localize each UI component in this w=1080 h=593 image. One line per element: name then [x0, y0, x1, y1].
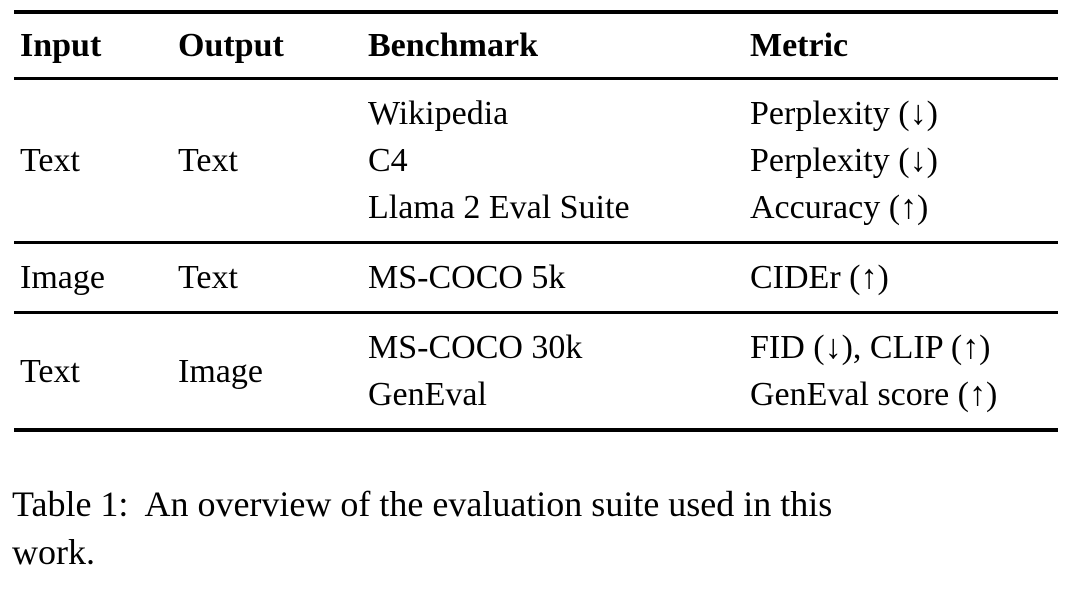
cell-input: Text — [14, 78, 172, 244]
cell-metric: FID (↓), CLIP (↑) GenEval score (↑) — [744, 312, 1058, 432]
caption-line-2: work. — [12, 532, 95, 572]
column-header-output: Output — [172, 10, 362, 80]
cell-input: Image — [14, 242, 172, 314]
cell-benchmark: MS-COCO 30k GenEval — [362, 312, 744, 432]
caption-line-1: Table 1: An overview of the evaluation s… — [12, 484, 833, 524]
cell-metric: CIDEr (↑) — [744, 242, 1058, 314]
evaluation-suite-table: Input Output Benchmark Metric Text Text Wi… — [14, 10, 1058, 432]
table-row: Text Image MS-COCO 30k GenEval FID (↓), CLI… — [14, 312, 1058, 432]
table-caption: Table 1: An overview of the evaluation s… — [12, 480, 1080, 576]
column-header-input: Input — [14, 10, 172, 80]
column-header-benchmark: Benchmark — [362, 10, 744, 80]
header-row: Input Output Benchmark Metric — [14, 10, 1058, 80]
table-row: Text Text Wikipedia C4 Llama 2 Eval Suite P… — [14, 78, 1058, 244]
cell-benchmark: MS-COCO 5k — [362, 242, 744, 314]
column-header-metric: Metric — [744, 10, 1058, 80]
cell-output: Text — [172, 242, 362, 314]
cell-metric: Perplexity (↓) Perplexity (↓) Accuracy (… — [744, 78, 1058, 244]
cell-output: Text — [172, 78, 362, 244]
cell-input: Text — [14, 312, 172, 432]
cell-benchmark: Wikipedia C4 Llama 2 Eval Suite — [362, 78, 744, 244]
table-row: Image Text MS-COCO 5k CIDEr (↑) — [14, 242, 1058, 314]
cell-output: Image — [172, 312, 362, 432]
